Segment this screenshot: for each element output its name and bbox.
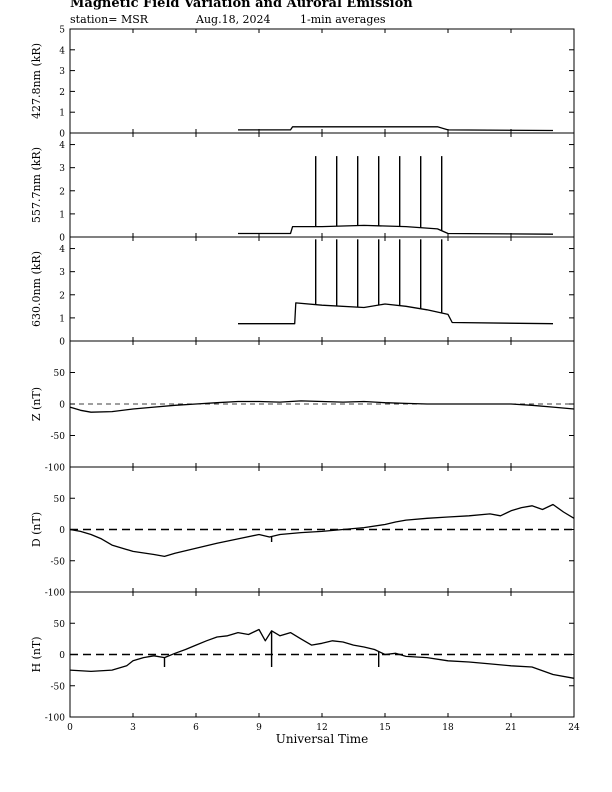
- y-tick-label: 0: [59, 526, 65, 536]
- x-tick-label: 21: [505, 723, 516, 733]
- x-tick-label: 0: [67, 723, 73, 733]
- panel-630-0nm: 0 1 2 3 4 630.0nm (kR): [30, 236, 575, 348]
- panel-d: -100 -50 0 50 D (nT): [30, 466, 575, 599]
- y-tick-label: 50: [54, 495, 66, 505]
- y-axis-label: 557.7nm (kR): [30, 147, 43, 223]
- y-tick-label: 2: [59, 88, 65, 98]
- y-tick-label: 1: [59, 314, 65, 324]
- series-line: [238, 126, 554, 132]
- x-axis-label: Universal Time: [276, 732, 369, 746]
- y-tick-label: -100: [45, 714, 65, 724]
- chart-title: Magnetic Field Variation and Auroral Emi…: [70, 0, 413, 11]
- series-line: [238, 224, 554, 235]
- panel-427-8nm: 0 1 2 3 4 5 427.8nm (kR): [30, 26, 575, 140]
- y-tick-label: 2: [59, 187, 65, 197]
- y-tick-label: 1: [59, 109, 65, 119]
- y-tick-label: -50: [51, 432, 66, 442]
- y-tick-label: 50: [54, 620, 66, 630]
- panel-frame: [69, 28, 575, 134]
- y-tick-label: 2: [59, 291, 65, 301]
- y-tick-label: -50: [51, 682, 66, 692]
- y-tick-label: -100: [45, 464, 65, 474]
- y-tick-label: 0: [59, 130, 65, 140]
- x-tick-label: 9: [256, 723, 262, 733]
- x-tick-label: 18: [442, 723, 454, 733]
- panel-frame: [69, 132, 575, 238]
- y-axis-label: 427.8nm (kR): [30, 43, 43, 119]
- y-axis-label: D (nT): [30, 512, 43, 547]
- y-tick-label: 0: [59, 651, 65, 661]
- y-tick-label: 0: [59, 338, 65, 348]
- y-tick-label: 4: [59, 245, 65, 255]
- series-line: [69, 400, 575, 413]
- x-tick-label: 6: [193, 723, 199, 733]
- x-tick-label: 24: [568, 723, 580, 733]
- series-line: [69, 628, 575, 679]
- panel-557-7nm: 0 1 2 3 4 557.7nm (kR): [30, 132, 575, 244]
- panel-frame: [69, 236, 575, 342]
- x-tick-label: 15: [379, 723, 391, 733]
- y-tick-label: 4: [59, 46, 65, 56]
- series-line: [69, 503, 575, 558]
- y-axis-label: Z (nT): [30, 387, 43, 421]
- y-tick-label: 1: [59, 210, 65, 220]
- y-tick-label: 3: [59, 67, 65, 77]
- x-tick-label: 12: [316, 723, 327, 733]
- series-line: [238, 302, 554, 325]
- panel-h: -100 -50 0 50 H (nT): [30, 591, 575, 724]
- y-tick-label: -50: [51, 557, 66, 567]
- y-tick-label: -100: [45, 589, 65, 599]
- x-tick-label: 3: [130, 723, 136, 733]
- y-axis-label: H (nT): [30, 636, 43, 672]
- y-tick-label: 5: [59, 26, 65, 36]
- averaging-label: 1-min averages: [300, 13, 386, 26]
- y-tick-label: 50: [54, 369, 66, 379]
- y-tick-label: 0: [59, 401, 65, 411]
- station-label: station= MSR: [70, 13, 149, 26]
- y-tick-label: 3: [59, 268, 65, 278]
- y-tick-label: 0: [59, 234, 65, 244]
- date-label: Aug.18, 2024: [196, 13, 271, 26]
- y-axis-label: 630.0nm (kR): [30, 251, 43, 327]
- panel-z: -100 -50 0 50 Z (nT): [30, 340, 575, 474]
- y-tick-label: 4: [59, 141, 65, 151]
- y-tick-label: 3: [59, 164, 65, 174]
